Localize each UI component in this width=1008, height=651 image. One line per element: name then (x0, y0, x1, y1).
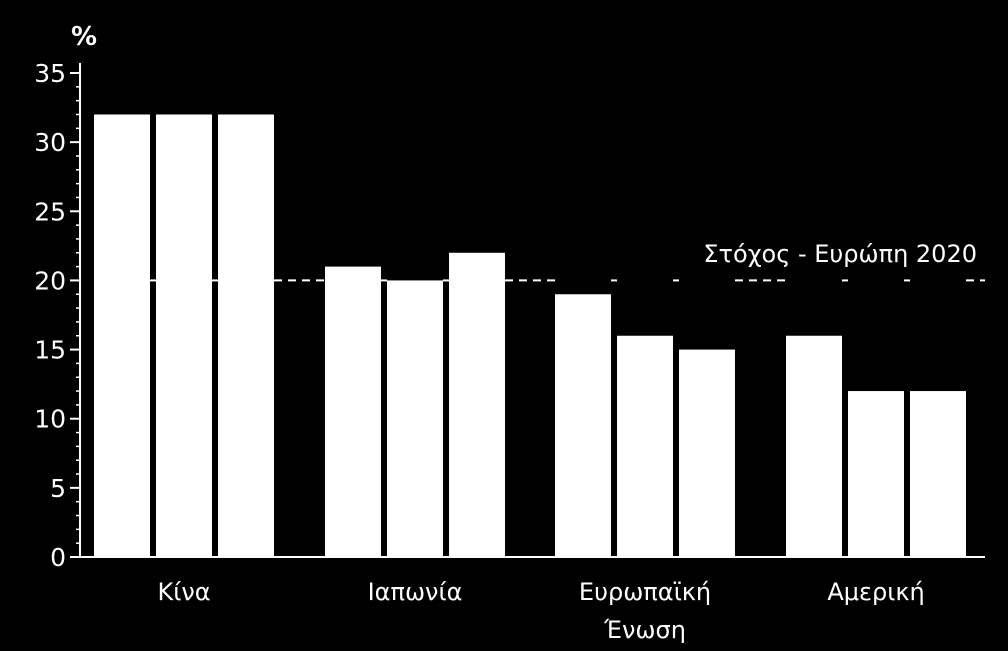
category-labels: Κίνα Ιαπωνία Ευρωπαϊκή Ένωση Αμερική (157, 578, 924, 644)
y-tick-label: 15 (34, 336, 66, 365)
bar (449, 252, 505, 557)
bar (94, 114, 150, 557)
bar (555, 294, 611, 557)
x-tick-label: Αμερική (827, 578, 924, 606)
x-tick-label: Ευρωπαϊκή (579, 578, 711, 606)
x-tick-label: Κίνα (157, 578, 210, 606)
y-tick-label: 30 (34, 128, 66, 157)
y-tick-label: 20 (34, 266, 66, 295)
reference-line-label: Στόχος - Ευρώπη 2020 (703, 240, 977, 268)
bar (910, 391, 966, 557)
bars (94, 114, 966, 557)
bar (786, 335, 842, 557)
x-tick-label: Ένωση (603, 616, 686, 644)
bar (156, 114, 212, 557)
y-tick-label: 35 (34, 59, 66, 88)
bar (679, 349, 735, 557)
bar (325, 266, 381, 557)
y-tick-label: 25 (34, 197, 66, 226)
bar (617, 335, 673, 557)
y-tick-label: 0 (50, 543, 66, 572)
y-tick-label: 5 (50, 474, 66, 503)
x-tick-label: Ιαπωνία (368, 578, 463, 606)
bar (848, 391, 904, 557)
y-unit-label: % (71, 22, 97, 52)
y-tick-label: 10 (34, 405, 66, 434)
reference-line-group: Στόχος - Ευρώπη 2020 (150, 240, 985, 282)
bar (218, 114, 274, 557)
bar (387, 280, 443, 557)
